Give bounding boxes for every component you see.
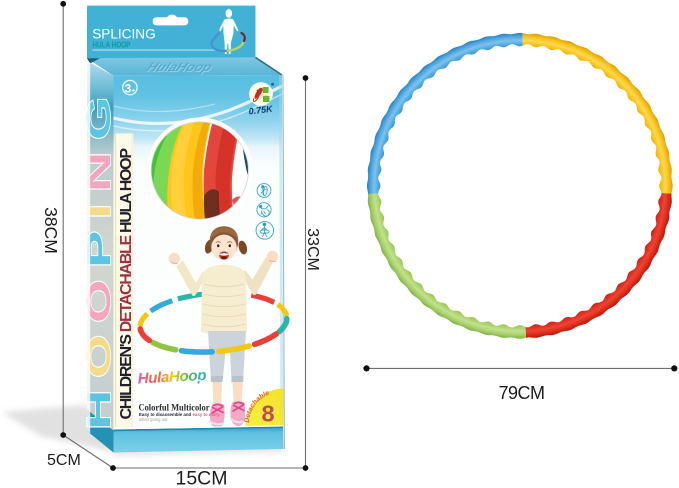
svg-text:79CM: 79CM (498, 383, 544, 403)
svg-text:HulaHoop: HulaHoop (145, 61, 215, 75)
svg-text:3+: 3+ (125, 81, 136, 95)
svg-text:HulaHoop: HulaHoop (145, 60, 215, 74)
svg-text:5CM: 5CM (47, 452, 81, 469)
svg-text:Colorful Multicolor: Colorful Multicolor (139, 404, 210, 414)
svg-text:15CM: 15CM (175, 468, 227, 488)
svg-text:HULA HOOP: HULA HOOP (92, 41, 130, 50)
svg-text:38CM: 38CM (41, 207, 61, 254)
svg-text:8: 8 (261, 401, 274, 427)
svg-text:0.75K: 0.75K (248, 103, 275, 116)
svg-text:SPLICING: SPLICING (92, 27, 156, 42)
svg-text:HOOPING: HOOPING (79, 85, 117, 430)
svg-text:CHILDREN'S DETACHABLE HULA HOO: CHILDREN'S DETACHABLE HULA HOOP (118, 148, 135, 420)
svg-text:HulaHoop: HulaHoop (137, 367, 206, 388)
svg-text:when going out: when going out (139, 417, 168, 422)
svg-text:Easy to disassemble and easy t: Easy to disassemble and easy to carry (139, 412, 220, 417)
svg-text:33CM: 33CM (304, 228, 321, 271)
